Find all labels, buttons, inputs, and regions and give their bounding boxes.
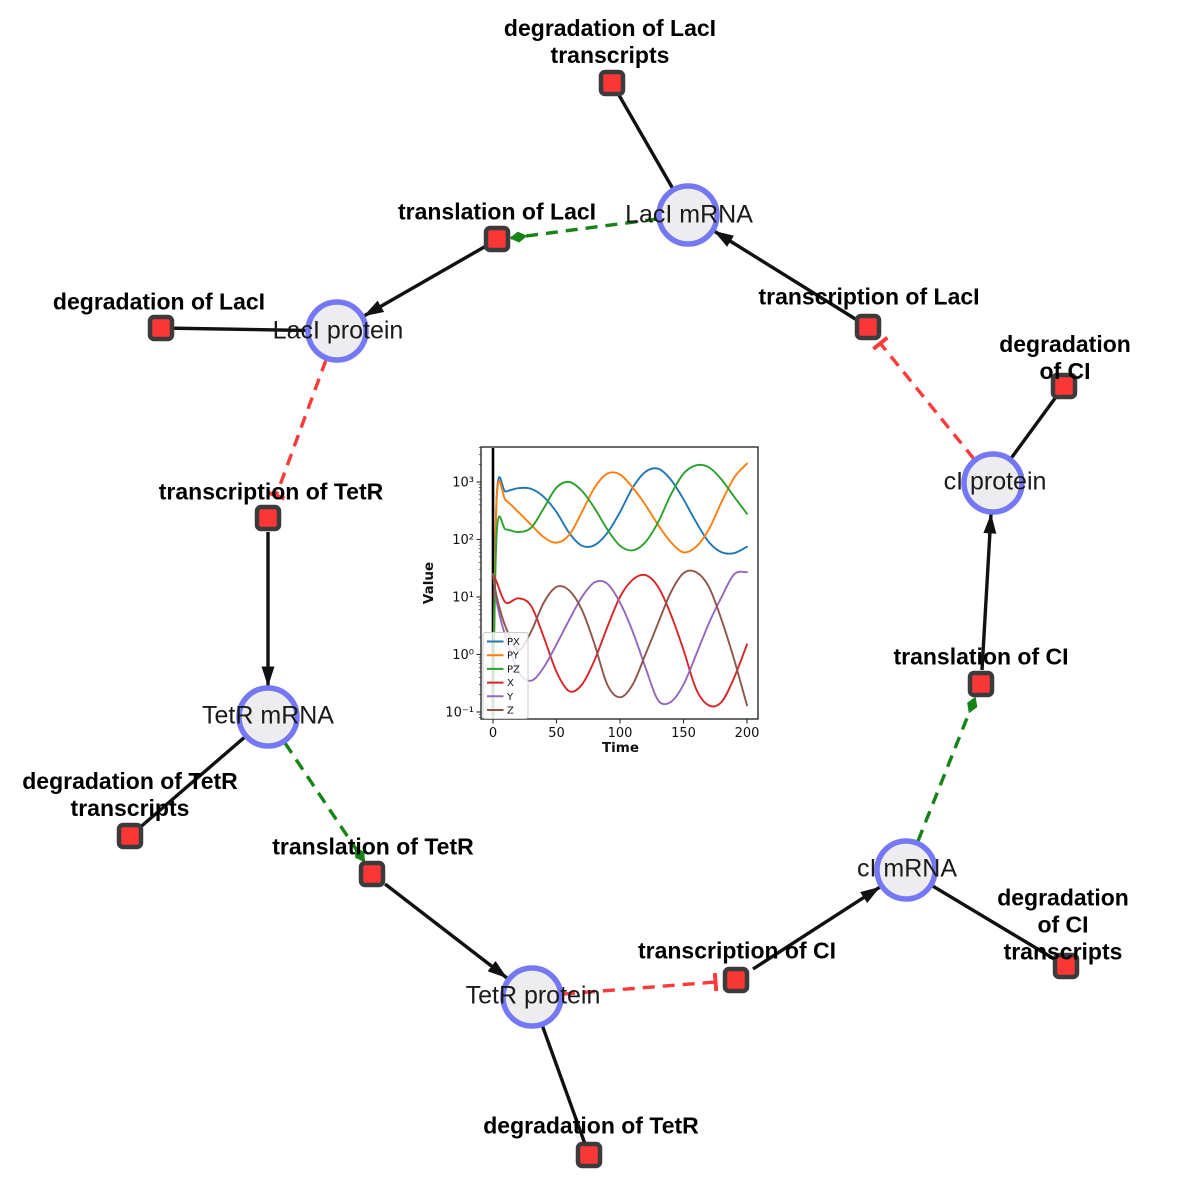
reaction-label: degradation of TetR transcripts — [22, 768, 238, 821]
edge-translation-laci-to-laci-protein — [363, 244, 487, 318]
legend-entry: PZ — [507, 664, 520, 675]
edge-tetr-mrna-activates-translation — [283, 742, 366, 863]
y-tick-label: 10⁻¹ — [445, 706, 474, 721]
x-tick-label: 0 — [489, 726, 497, 741]
species-node-laci-mrna[interactable] — [656, 183, 720, 247]
species-node-laci-protein[interactable] — [305, 299, 369, 363]
edge-laci-mrna-activates-translation — [509, 217, 658, 243]
x-axis-label: Time — [602, 740, 639, 756]
nodes-layer — [116, 69, 1080, 1169]
y-tick-label: 10⁰ — [452, 648, 474, 663]
y-tick-label: 10² — [452, 533, 474, 548]
legend-entry: PY — [507, 651, 520, 662]
edge-transcription-ci-to-ci-mrna — [752, 885, 881, 971]
y-tick-label: 10¹ — [452, 591, 474, 606]
reaction-node-transcription-ci[interactable] — [722, 966, 750, 994]
x-tick-label: 100 — [608, 726, 633, 741]
y-tick-label: 10³ — [452, 476, 474, 491]
reaction-label: transcription of LacI — [758, 283, 980, 310]
species-label: LacI mRNA — [625, 200, 753, 229]
x-tick-label: 200 — [735, 726, 760, 741]
reaction-label: degradation of CI transcripts — [997, 884, 1129, 965]
reaction-node-transcription-laci[interactable] — [854, 313, 882, 341]
edge-tetr-protein-inhibits-transcription-ci — [562, 972, 719, 996]
species-label: LacI protein — [272, 316, 404, 345]
x-tick-label: 150 — [671, 726, 696, 741]
species-label: cI mRNA — [857, 854, 957, 883]
reaction-node-translation-laci[interactable] — [483, 225, 511, 253]
edge-translation-tetr-to-tetr-protein — [383, 882, 509, 980]
reaction-node-translation-ci[interactable] — [967, 670, 995, 698]
reaction-label: transcription of CI — [637, 937, 837, 964]
y-axis-label: Value — [421, 562, 437, 604]
edge-transcription-laci-to-laci-mrna — [713, 229, 858, 322]
reaction-node-deg-tetr-transcripts[interactable] — [116, 822, 144, 850]
reaction-label: degradation of LacI transcripts — [503, 15, 717, 68]
reaction-node-deg-tetr[interactable] — [575, 1141, 603, 1169]
series-X — [492, 573, 748, 708]
species-node-tetr-mrna[interactable] — [236, 685, 300, 749]
reaction-label: translation of CI — [893, 643, 1069, 670]
x-tick-label: 50 — [548, 726, 565, 741]
reaction-label: transcription of TetR — [158, 478, 384, 505]
legend-entry: X — [507, 678, 514, 689]
series-PZ — [492, 463, 748, 718]
species-node-ci-protein[interactable] — [961, 451, 1025, 515]
legend-entry: Z — [507, 706, 514, 717]
reaction-node-deg-laci[interactable] — [147, 314, 175, 342]
edge-laci-protein-inhibits-transcription-tetr — [267, 359, 328, 501]
species-label: TetR protein — [465, 981, 601, 1010]
series-PY — [492, 462, 748, 718]
reaction-label: degradation of TetR — [483, 1112, 699, 1139]
reaction-label: translation of LacI — [397, 198, 597, 225]
reaction-node-deg-ci[interactable] — [1050, 372, 1078, 400]
species-label: TetR mRNA — [202, 701, 334, 730]
legend-entry: Y — [506, 692, 514, 703]
plot-legend: PX PY PZ XYZ — [482, 632, 529, 719]
reaction-node-deg-ci-transcripts[interactable] — [1052, 952, 1080, 980]
reaction-node-translation-tetr[interactable] — [358, 860, 386, 888]
species-node-ci-mrna[interactable] — [874, 838, 938, 902]
reaction-label: translation of TetR — [272, 833, 474, 860]
reaction-node-deg-laci-transcripts[interactable] — [598, 69, 626, 97]
reaction-node-transcription-tetr[interactable] — [254, 504, 282, 532]
legend-entry: PX — [507, 637, 520, 648]
edge-ci-mrna-activates-translation — [916, 696, 978, 842]
reaction-label: degradation of LacI — [52, 288, 266, 315]
series-PX — [492, 467, 748, 718]
species-label: cI protein — [943, 467, 1047, 496]
edge-ci-protein-inhibits-transcription-laci — [872, 336, 976, 461]
edge-translation-ci-to-ci-protein — [980, 513, 997, 671]
reaction-label: degradation of CI — [999, 331, 1131, 384]
species-node-tetr-protein[interactable] — [500, 965, 564, 1029]
